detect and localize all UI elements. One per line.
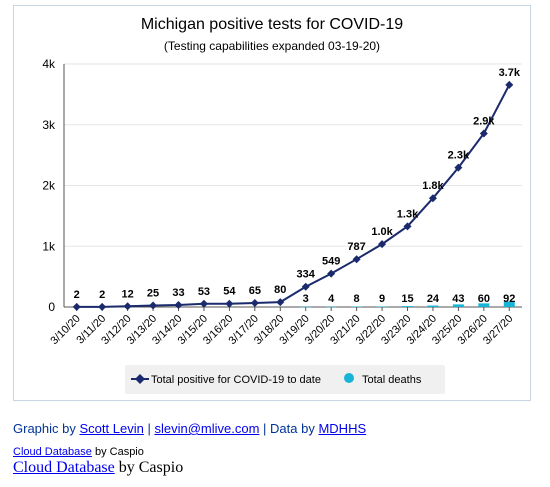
positive-series-line (76, 84, 511, 308)
caspio-text-small: by Caspio (94, 446, 144, 458)
positive-data-label: 1.3k (397, 208, 419, 220)
positive-data-label: 2 (74, 289, 80, 301)
deaths-bars (300, 301, 515, 308)
positive-point (250, 299, 259, 308)
positive-data-label: 33 (172, 287, 184, 299)
positive-data-label: 25 (147, 287, 159, 299)
legend-circle-icon (344, 373, 354, 383)
legend-label-deaths: Total deaths (362, 374, 422, 386)
positive-point (403, 222, 412, 231)
credits-separator: | (147, 421, 151, 436)
chart-frame: Michigan positive tests for COVID-19 (Te… (13, 5, 531, 401)
death-data-label: 8 (354, 293, 360, 305)
y-tick-label: 1k (42, 239, 56, 253)
positive-point (72, 302, 81, 311)
positive-point (225, 299, 234, 308)
positive-data-label: 787 (347, 241, 365, 253)
death-bar (376, 306, 388, 307)
credits-line: Graphic by Scott Levin | slevin@mlive.co… (13, 421, 366, 436)
positive-data-label: 1.0k (371, 226, 393, 238)
chart-title: Michigan positive tests for COVID-19 (141, 16, 403, 33)
email-link[interactable]: slevin@mlive.com (154, 421, 260, 436)
caspio-credit-small: Cloud Database by Caspio (13, 446, 144, 458)
positive-point (479, 129, 488, 138)
positive-data-label: 54 (223, 286, 236, 298)
credits-data-by: | Data by (263, 421, 315, 436)
death-data-label: 3 (303, 293, 309, 305)
death-bar (300, 306, 312, 308)
positive-data-label: 2 (99, 289, 105, 301)
death-bar (452, 304, 464, 307)
positive-point (98, 302, 107, 311)
positive-data-label: 334 (297, 269, 316, 281)
caspio-text-large: by Caspio (118, 459, 184, 476)
death-bar (478, 303, 490, 307)
positive-data-label: 1.8k (422, 180, 444, 192)
positive-point (123, 302, 132, 311)
death-bar (503, 301, 515, 307)
author-link[interactable]: Scott Levin (79, 421, 144, 436)
positive-point (276, 298, 285, 307)
death-bar (402, 306, 413, 307)
death-data-label: 60 (478, 293, 490, 305)
positive-point (378, 240, 387, 249)
y-tick-label: 4k (42, 57, 56, 71)
positive-point (174, 300, 183, 309)
legend-label-positive: Total positive for COVID-19 to date (151, 374, 321, 386)
positive-point (454, 163, 463, 172)
cloud-database-link-large[interactable]: Cloud Database (13, 459, 115, 476)
positive-data-label: 53 (198, 286, 210, 298)
positive-point (505, 80, 514, 89)
positive-data-label: 80 (274, 284, 286, 296)
positive-data-label: 2.3k (448, 150, 470, 162)
grid (64, 63, 522, 247)
source-link[interactable]: MDHHS (318, 421, 367, 436)
death-bar (351, 306, 363, 308)
positive-data-label: 12 (121, 288, 133, 300)
legend: Total positive for COVID-19 to date Tota… (125, 365, 445, 394)
death-data-label: 9 (379, 293, 385, 305)
death-data-label: 43 (452, 293, 464, 305)
death-data-label: 4 (328, 293, 335, 305)
death-bar (325, 306, 337, 308)
credits-prefix: Graphic by (13, 421, 76, 436)
positive-point (149, 301, 158, 310)
positive-point (428, 194, 437, 203)
death-data-label: 24 (427, 293, 440, 305)
positive-point (327, 269, 336, 278)
positive-point (199, 299, 208, 308)
death-bar (427, 305, 439, 307)
y-axis: 0 1k 2k 3k 4k (42, 57, 65, 314)
positive-data-label: 549 (322, 256, 340, 268)
legend-box (125, 365, 445, 394)
positive-line (72, 80, 514, 311)
positive-data-label: 3.7k (499, 67, 521, 79)
chart-subtitle: (Testing capabilities expanded 03-19-20) (164, 39, 380, 53)
positive-point (352, 255, 361, 264)
positive-data-label: 65 (249, 285, 261, 297)
legend-diamond-icon (135, 374, 145, 384)
y-tick-label: 2k (42, 179, 56, 193)
chart: Michigan positive tests for COVID-19 (Te… (42, 16, 522, 394)
caspio-credit-large: Cloud Database by Caspio (13, 459, 183, 477)
x-axis: 3/10/203/11/203/12/203/13/203/14/203/15/… (48, 306, 522, 347)
positive-data-label: 2.9k (473, 115, 495, 127)
y-tick-label: 3k (42, 118, 56, 132)
death-data-label: 15 (401, 293, 413, 305)
positive-point (301, 282, 310, 291)
death-data-label: 92 (503, 293, 515, 305)
y-tick-label: 0 (48, 300, 55, 314)
cloud-database-link-small[interactable]: Cloud Database (13, 446, 92, 458)
data-labels: 3 4 8 9 15 24 43 60 92 2 2 12 25 33 53 54 65 80 334 549 787 1… (74, 67, 521, 305)
